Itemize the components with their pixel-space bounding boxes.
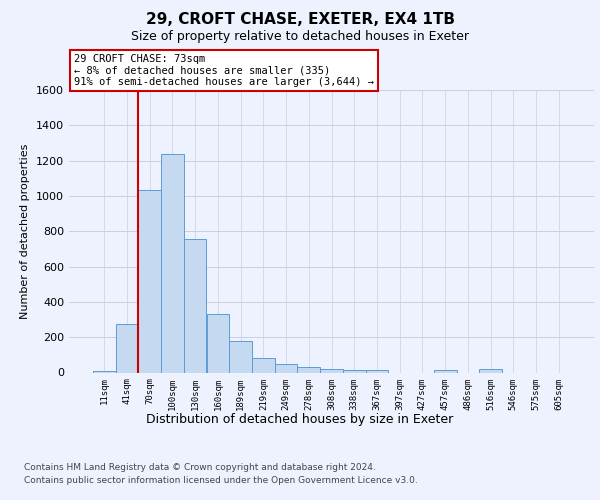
Text: Contains public sector information licensed under the Open Government Licence v3: Contains public sector information licen…	[24, 476, 418, 485]
Bar	[320, 369, 343, 372]
Text: 29 CROFT CHASE: 73sqm
← 8% of detached houses are smaller (335)
91% of semi-deta: 29 CROFT CHASE: 73sqm ← 8% of detached h…	[74, 54, 374, 87]
Bar	[479, 369, 502, 372]
Bar	[161, 154, 184, 372]
Bar	[116, 324, 139, 372]
Bar	[434, 370, 457, 372]
Bar	[343, 370, 365, 372]
Bar	[184, 239, 206, 372]
Bar	[275, 364, 298, 372]
Text: Size of property relative to detached houses in Exeter: Size of property relative to detached ho…	[131, 30, 469, 43]
Bar	[229, 340, 252, 372]
Text: Distribution of detached houses by size in Exeter: Distribution of detached houses by size …	[146, 412, 454, 426]
Bar	[365, 370, 388, 372]
Text: Contains HM Land Registry data © Crown copyright and database right 2024.: Contains HM Land Registry data © Crown c…	[24, 462, 376, 471]
Bar	[252, 358, 275, 372]
Bar	[206, 314, 229, 372]
Y-axis label: Number of detached properties: Number of detached properties	[20, 144, 31, 319]
Text: 29, CROFT CHASE, EXETER, EX4 1TB: 29, CROFT CHASE, EXETER, EX4 1TB	[146, 12, 455, 28]
Bar	[93, 370, 116, 372]
Bar	[298, 366, 320, 372]
Bar	[139, 190, 161, 372]
